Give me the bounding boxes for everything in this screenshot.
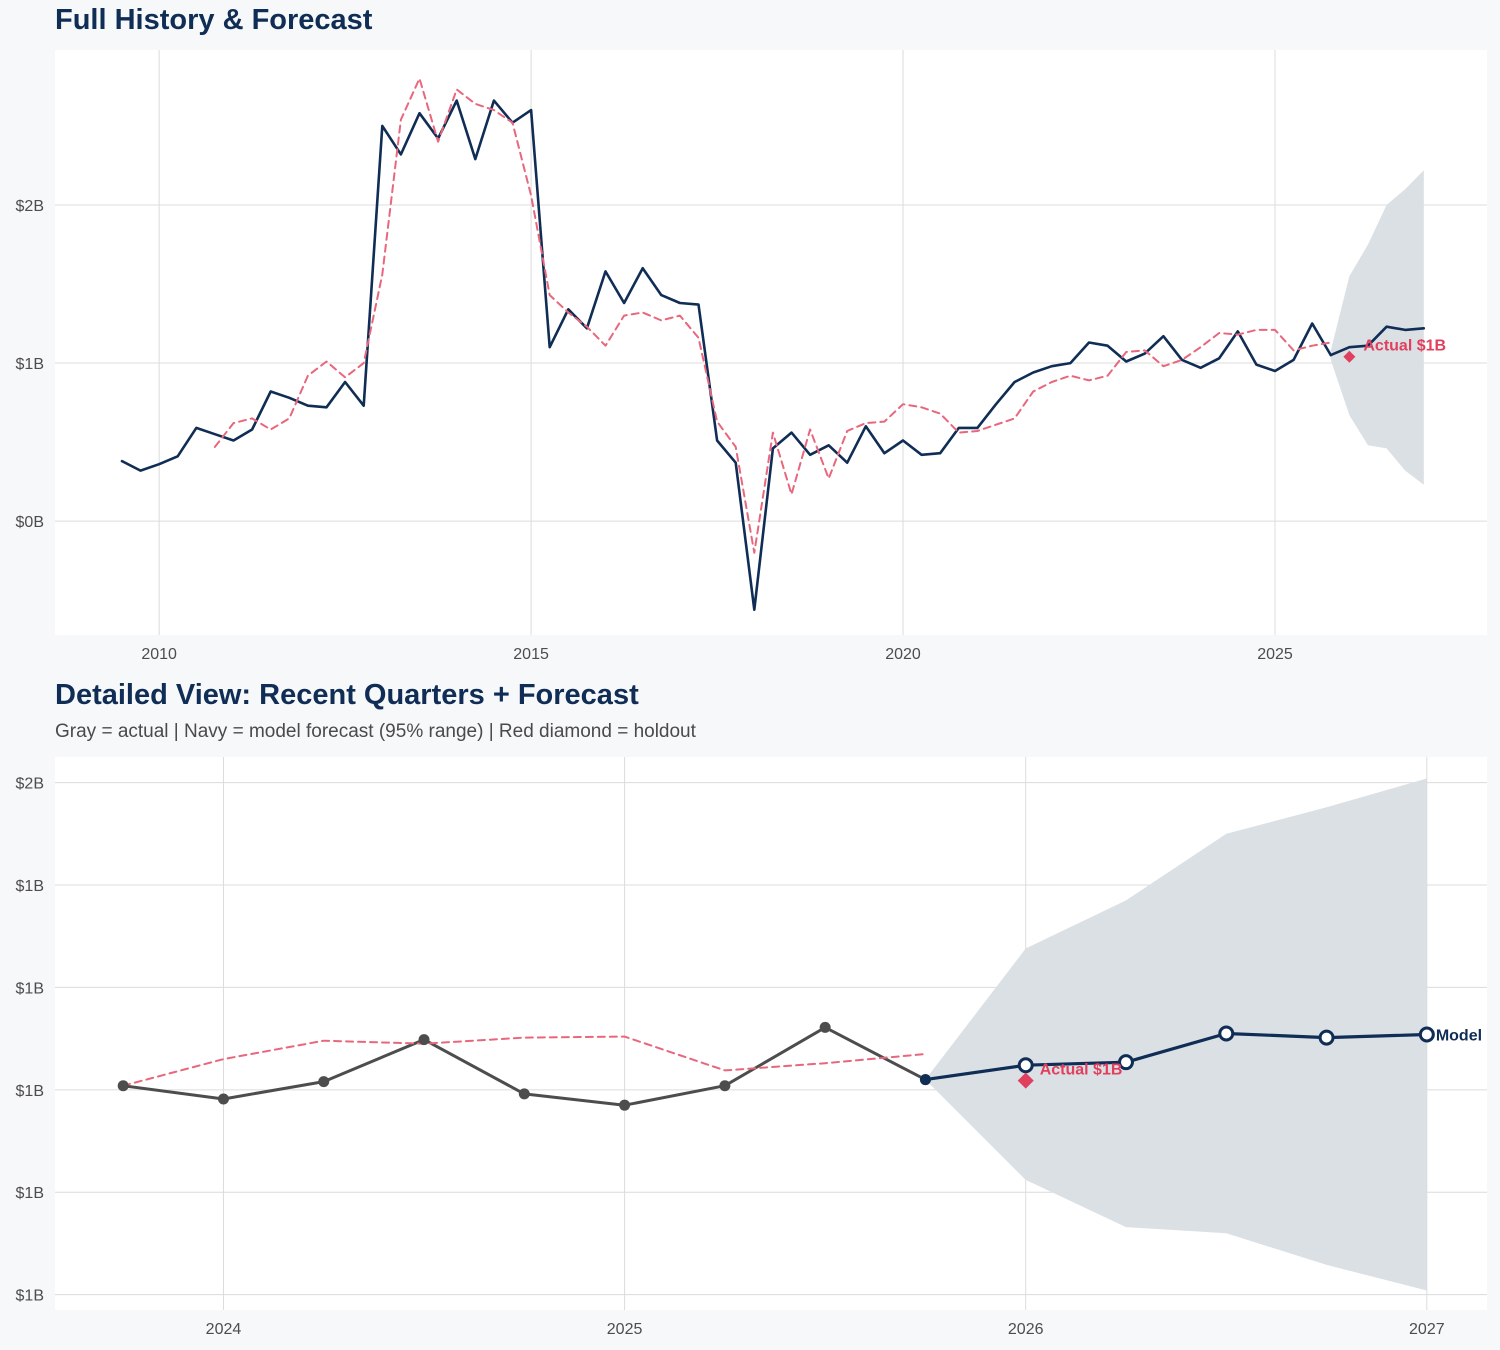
holdout-diamond bbox=[1343, 350, 1356, 363]
forecast-point bbox=[1318, 1029, 1335, 1046]
chart2-subtitle: Gray = actual | Navy = model forecast (9… bbox=[55, 721, 696, 742]
forecast-point bbox=[1117, 1054, 1134, 1071]
actual-point bbox=[318, 1076, 330, 1088]
holdout-diamond bbox=[1017, 1072, 1034, 1089]
actual-point bbox=[719, 1080, 731, 1092]
forecast-band bbox=[925, 778, 1427, 1291]
y-tick-label: $1B bbox=[16, 980, 44, 997]
forecast-point bbox=[1218, 1025, 1235, 1042]
holdout-label: Actual $1B bbox=[1040, 1062, 1123, 1079]
forecast-point bbox=[1017, 1057, 1034, 1074]
plot-area bbox=[117, 778, 1435, 1291]
y-tick-label: $1B bbox=[16, 878, 44, 895]
x-tick-label: 2026 bbox=[1008, 1321, 1044, 1338]
model-end-label: Model bbox=[1436, 1028, 1482, 1045]
x-tick-label: 2027 bbox=[1409, 1321, 1445, 1338]
actual-line bbox=[120, 99, 1333, 612]
y-tick-label: $1B bbox=[16, 1185, 44, 1202]
holdout-label: Actual $1B bbox=[1363, 338, 1446, 355]
x-tick-label: 2015 bbox=[513, 646, 549, 663]
y-tick-label: $1B bbox=[16, 1083, 44, 1100]
y-tick-label: $0B bbox=[16, 514, 44, 531]
actual-point bbox=[518, 1088, 530, 1100]
x-tick-label: 2024 bbox=[206, 1321, 242, 1338]
x-tick-label: 2020 bbox=[885, 646, 921, 663]
chart1-full-history: $0B $1B $2B 2010 2015 2020 2025 Actual $1B bbox=[16, 50, 1487, 663]
y-tick-label: $1B bbox=[16, 1288, 44, 1305]
actual-point bbox=[619, 1099, 631, 1111]
forecast-point bbox=[1418, 1026, 1435, 1043]
model-fit-line bbox=[122, 1035, 927, 1087]
chart1-title: Full History & Forecast bbox=[55, 4, 373, 36]
plot-panel bbox=[55, 50, 1487, 635]
forecast-start-point bbox=[919, 1074, 931, 1086]
x-tick-label: 2025 bbox=[607, 1321, 643, 1338]
model-fit-line bbox=[213, 77, 1332, 554]
chart2-detailed-view: $1B $1B $1B $1B $1B $2B 2024 2025 2026 2027 Actual… bbox=[16, 757, 1487, 1338]
forecast-line bbox=[923, 1031, 1429, 1082]
actual-point bbox=[117, 1080, 129, 1092]
chart2-title: Detailed View: Recent Quarters + Forecas… bbox=[55, 679, 639, 711]
y-tick-label: $1B bbox=[16, 356, 44, 373]
forecast-band bbox=[1330, 170, 1424, 485]
actual-point bbox=[819, 1021, 831, 1033]
actual-point bbox=[217, 1093, 229, 1105]
forecast-line bbox=[1329, 325, 1426, 357]
plot-area bbox=[120, 77, 1426, 612]
y-tick-label: $2B bbox=[16, 776, 44, 793]
x-tick-label: 2025 bbox=[1257, 646, 1293, 663]
y-tick-label: $2B bbox=[16, 198, 44, 215]
actual-point bbox=[418, 1034, 430, 1046]
x-tick-label: 2010 bbox=[141, 646, 177, 663]
